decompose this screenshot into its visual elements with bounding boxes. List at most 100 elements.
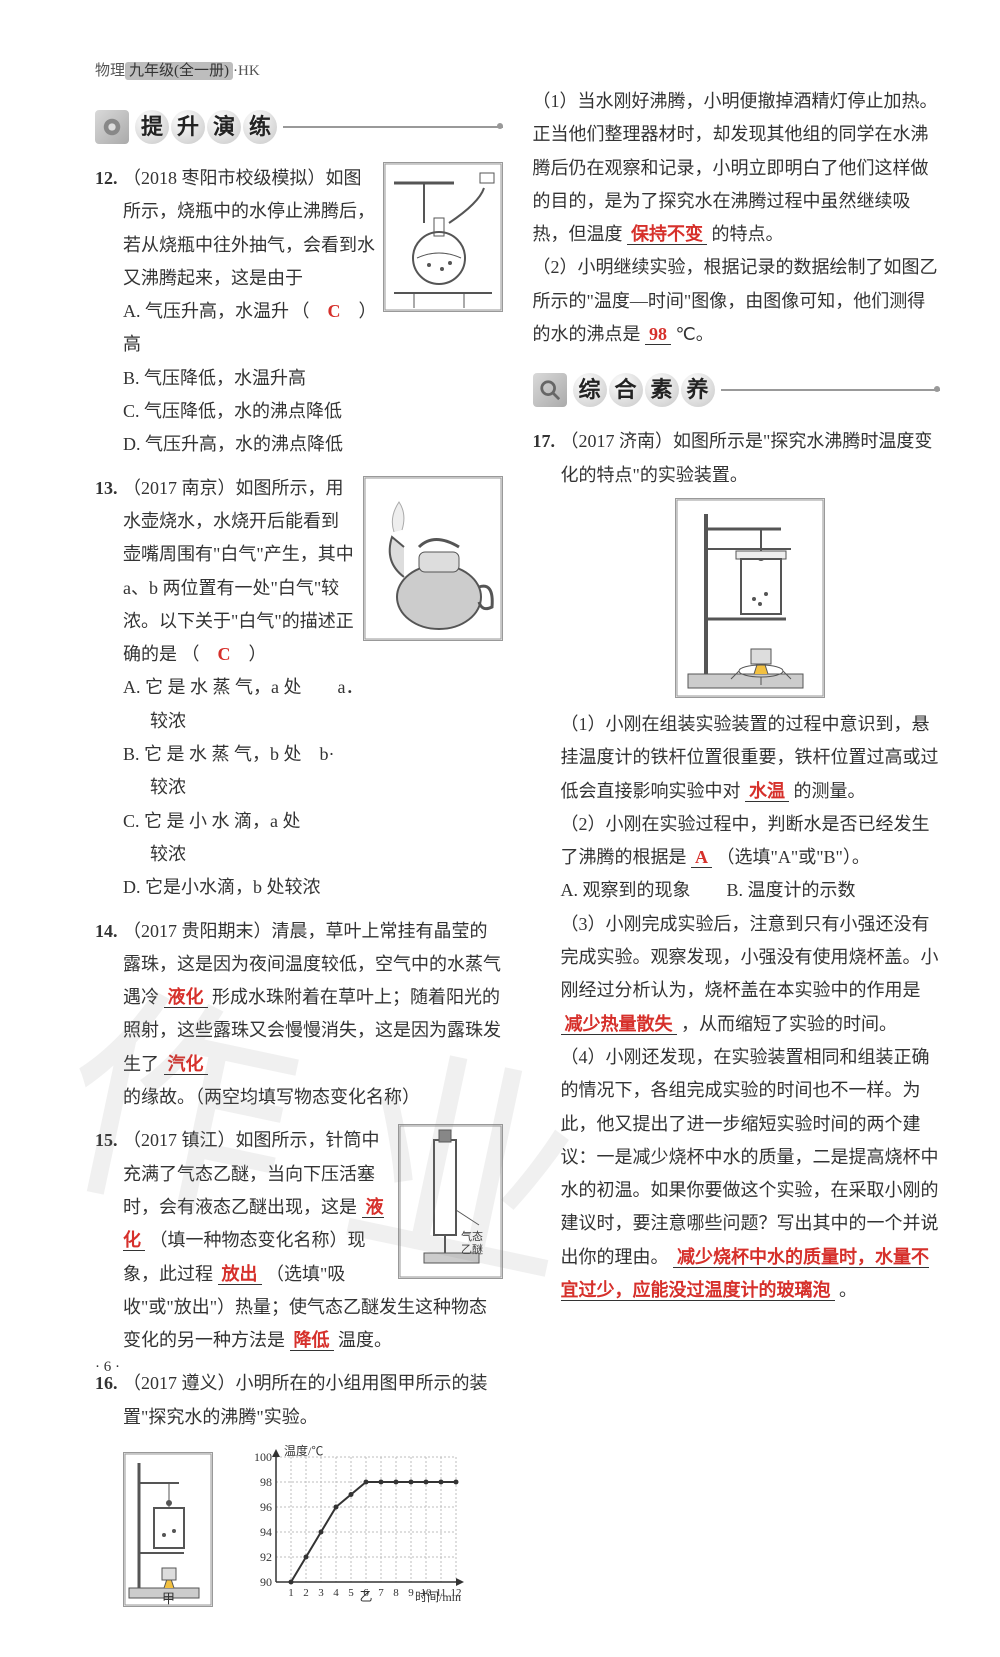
q14-source: （2017 贵阳期末） (123, 921, 272, 941)
banner-char: 素 (645, 373, 679, 407)
svg-text:98: 98 (260, 1475, 272, 1489)
q13-optC2: 较浓 (123, 838, 503, 871)
question-14: 14. （2017 贵阳期末）清晨，草叶上常挂有晶莹的露珠，这是因为夜间温度较低… (95, 915, 503, 1115)
q17-source: （2017 济南） (561, 431, 674, 451)
kettle-figure (363, 476, 503, 641)
q16-part1: （1）当水刚好沸腾，小明便撤掉酒精灯停止加热。正当他们整理器材时，却发现其他组的… (533, 85, 941, 251)
q16-ans-p2: 98 (645, 324, 671, 345)
svg-text:甲: 甲 (162, 1591, 175, 1606)
svg-text:5: 5 (348, 1587, 354, 1599)
page-number: · 6 · (95, 1354, 120, 1382)
banner-rule (721, 389, 941, 391)
q15-number: 15. (95, 1124, 118, 1157)
q12-source: （2018 枣阳市校级模拟） (123, 168, 326, 188)
q16-p1a: （1）当水刚好沸腾，小明便撤掉酒精灯停止加热。正当他们整理器材时，却发现其他组的… (533, 91, 938, 244)
q17-p3: （3）小刚完成实验后，注意到只有小强还没有完成实验。观察发现，小强没有使用烧杯盖… (561, 908, 941, 1041)
svg-text:乙醚: 乙醚 (461, 1242, 483, 1256)
syringe-figure: 气态 乙醚 (398, 1124, 503, 1279)
svg-text:8: 8 (393, 1587, 399, 1599)
q17-p4b: 。 (839, 1280, 857, 1300)
flask-figure (383, 162, 503, 312)
q16-ans-p1: 保持不变 (627, 224, 707, 245)
q13-optA: A. 它 是 水 蒸 气，a 处 a． (123, 671, 503, 704)
section-comprehensive-banner: 综 合 素 养 (533, 373, 941, 407)
question-17: 17. （2017 济南）如图所示是"探究水沸腾时温度变化的特点"的实验装置。 (533, 425, 941, 1307)
question-16: 16. （2017 遵义）小明所在的小组用图甲所示的装置"探究水的沸腾"实验。 (95, 1367, 503, 1607)
q17-ans1: 水温 (745, 781, 789, 802)
grade-badge: 九年级(全一册) (125, 62, 233, 80)
q12-answer: C (328, 301, 341, 321)
svg-text:时间/min: 时间/min (414, 1590, 460, 1604)
q16-source: （2017 遵义） (123, 1373, 236, 1393)
svg-text:92: 92 (260, 1550, 272, 1564)
q13-number: 13. (95, 472, 118, 505)
q13-optA2: 较浓 (123, 705, 503, 738)
apparatus-figure-q17 (675, 498, 825, 698)
banner-char: 提 (135, 110, 169, 144)
svg-text:90: 90 (260, 1575, 272, 1589)
q17-optAB: A. 观察到的现象 B. 温度计的示数 (561, 874, 941, 907)
q15-t4: 温度。 (338, 1330, 392, 1350)
svg-text:气态: 气态 (461, 1229, 483, 1243)
paren-open: （ (182, 644, 218, 664)
banner-char: 合 (609, 373, 643, 407)
edition-label: ·HK (233, 63, 260, 79)
q16-p1b: 的特点。 (712, 224, 784, 244)
q17-p1: （1）小刚在组装实验装置的过程中意识到，悬挂温度计的铁杆位置很重要，铁杆位置过高… (561, 708, 941, 808)
q14-t3: 的缘故。（两空均填写物态变化名称） (123, 1087, 420, 1107)
svg-text:9: 9 (408, 1587, 414, 1599)
q14-number: 14. (95, 915, 118, 948)
question-12: 12. （2018 枣阳市校级模拟）如图所示，烧瓶中的水停止沸腾后，若从烧瓶中往… (95, 162, 503, 462)
svg-text:94: 94 (260, 1525, 272, 1539)
paren-close: ） (231, 644, 267, 664)
question-15: 15. 气态 乙醚 （2017 镇江）如图所示，针筒中充满了气态乙醚，当向下压活… (95, 1124, 503, 1357)
svg-text:3: 3 (318, 1587, 324, 1599)
subject-label: 物理 (95, 63, 125, 79)
apparatus-figure-left: 甲 (123, 1452, 213, 1607)
q17-ans3: 减少热量散失 (561, 1014, 677, 1035)
q16-p2b: ℃。 (676, 324, 714, 344)
q14-ans1: 液化 (164, 987, 208, 1008)
svg-text:乙: 乙 (359, 1589, 372, 1604)
q14-ans2: 汽化 (164, 1054, 208, 1075)
q13-optB: B. 它 是 水 蒸 气，b 处 b· (123, 738, 503, 771)
banner-char: 练 (243, 110, 277, 144)
gear-icon (95, 110, 129, 144)
q13-source: （2017 南京） (123, 478, 236, 498)
q15-ans2: 放出 (218, 1264, 262, 1285)
temperature-time-chart: 9092949698100123456789101112温度/℃ 时间/min乙 (236, 1442, 466, 1607)
q16-p2a: （2）小明继续实验，根据记录的数据绘制了如图乙所示的"温度—时间"图像，由图像可… (533, 257, 938, 344)
banner-char: 升 (171, 110, 205, 144)
svg-text:4: 4 (333, 1587, 339, 1599)
svg-text:7: 7 (378, 1587, 384, 1599)
magnifier-icon (533, 373, 567, 407)
q12-optC: C. 气压降低，水的沸点降低 (123, 395, 503, 428)
q13-answer: C (218, 644, 231, 664)
banner-char: 养 (681, 373, 715, 407)
question-13: 13. （2017 南京）如图所示，用水壶烧水，水烧开后能看到壶嘴周围有"白气"… (95, 472, 503, 905)
svg-text:2: 2 (303, 1587, 309, 1599)
q17-p4a: （4）小刚还发现，在实验装置相同和组装正确的情况下，各组完成实验的时间也不一样。… (561, 1047, 939, 1267)
q13-optB2: 较浓 (123, 771, 503, 804)
q15-source: （2017 镇江） (123, 1130, 236, 1150)
svg-text:100: 100 (254, 1450, 272, 1464)
q17-ans2: A (691, 847, 712, 868)
q12-number: 12. (95, 162, 118, 195)
q13-stem: 如图所示，用水壶烧水，水烧开后能看到壶嘴周围有"白气"产生，其中 a、b 两位置… (123, 478, 354, 664)
q16-part2: （2）小明继续实验，根据记录的数据绘制了如图乙所示的"温度—时间"图像，由图像可… (533, 251, 941, 351)
banner-rule (283, 126, 503, 128)
svg-text:96: 96 (260, 1500, 272, 1514)
svg-text:1: 1 (288, 1587, 294, 1599)
q15-ans3: 降低 (290, 1330, 334, 1351)
svg-text:温度/℃: 温度/℃ (284, 1443, 323, 1458)
q13-optD: D. 它是小水滴，b 处较浓 (123, 871, 503, 904)
left-column: 提 升 演 练 12. (95, 55, 503, 1617)
paren-close: ） (341, 301, 377, 321)
q17-p3b: ，从而缩短了实验的时间。 (681, 1014, 897, 1034)
q13-optC: C. 它 是 小 水 滴，a 处 (123, 805, 503, 838)
banner-char: 演 (207, 110, 241, 144)
q12-optB: B. 气压降低，水温升高 (123, 362, 503, 395)
paren-open: （ (292, 301, 328, 321)
section-advance-banner: 提 升 演 练 (95, 110, 503, 144)
right-column: （1）当水刚好沸腾，小明便撤掉酒精灯停止加热。正当他们整理器材时，却发现其他组的… (533, 55, 941, 1617)
